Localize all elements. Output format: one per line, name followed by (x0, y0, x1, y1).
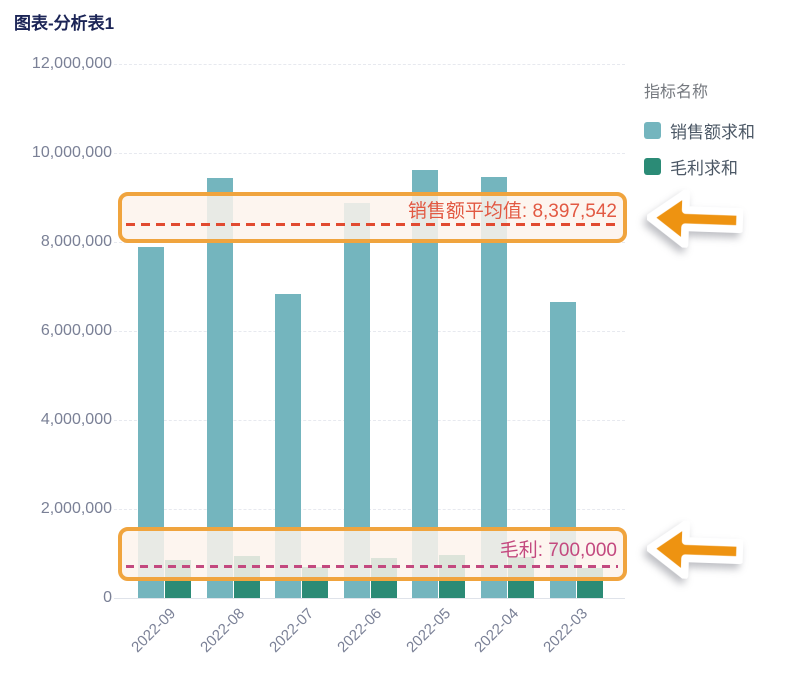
y-axis-tick-label: 4,000,000 (40, 411, 112, 428)
x-axis-tick-label: 2022-09 (128, 605, 180, 656)
y-axis-tick-label: 0 (103, 589, 112, 606)
legend-item-销售额求和[interactable]: 销售额求和 (644, 118, 755, 143)
legend-swatch-icon (644, 158, 661, 175)
x-axis-tick-label: 2022-05 (402, 605, 454, 656)
x-axis-line (114, 597, 625, 599)
profit-threshold-reference-line (126, 565, 618, 569)
x-axis-tick-label: 2022-07 (265, 605, 317, 656)
legend-item-label: 销售额求和 (670, 123, 755, 142)
y-gridline (114, 152, 625, 154)
y-axis-tick-label: 6,000,000 (40, 322, 112, 339)
legend: 指标名称 销售额求和毛利求和 (644, 78, 755, 190)
x-axis-tick-label: 2022-04 (471, 605, 523, 656)
sales-average-annotation-box (118, 192, 627, 243)
y-axis-tick-label: 2,000,000 (40, 500, 112, 517)
x-axis-tick-label: 2022-03 (540, 605, 592, 656)
legend-item-label: 毛利求和 (670, 159, 738, 178)
y-axis-tick-label: 8,000,000 (40, 233, 112, 250)
profit-threshold-annotation-label: 毛利: 700,000 (499, 540, 617, 561)
y-axis-tick-label: 10,000,000 (31, 144, 112, 161)
x-axis-tick-label: 2022-08 (197, 605, 249, 656)
page-title: 图表-分析表1 (14, 14, 115, 33)
y-gridline (114, 63, 625, 65)
sales-average-annotation-label: 销售额平均值: 8,397,542 (407, 201, 617, 222)
legend-swatch-icon (644, 122, 661, 139)
y-axis-tick-label: 12,000,000 (31, 55, 112, 72)
x-axis-tick-label: 2022-06 (334, 605, 386, 656)
sales-average-reference-line (126, 222, 618, 226)
profit-threshold-annotation-box (118, 527, 627, 581)
legend-title: 指标名称 (644, 84, 709, 101)
arrow-left-icon (646, 519, 744, 580)
legend-item-毛利求和[interactable]: 毛利求和 (644, 154, 755, 179)
arrow-left-icon (646, 188, 744, 249)
